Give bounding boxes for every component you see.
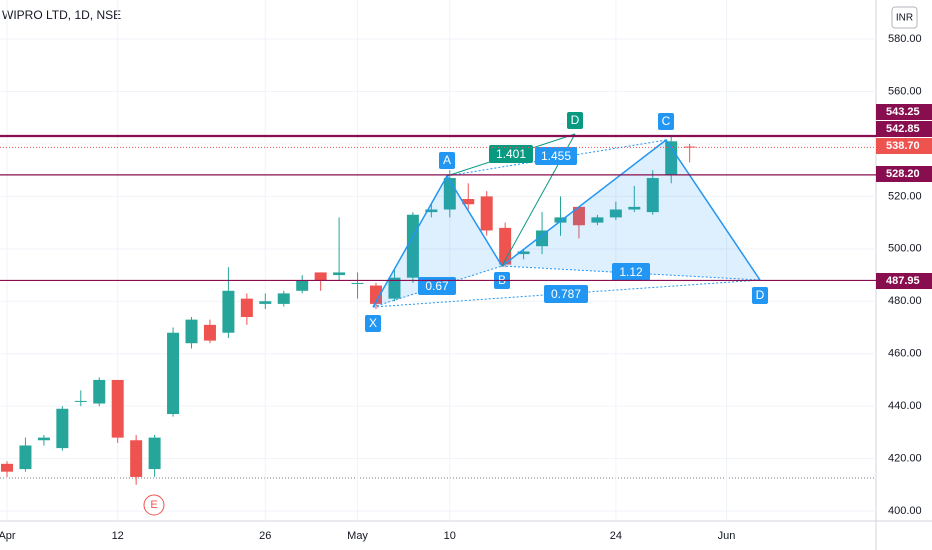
candle-body [333,272,346,276]
candle-body [56,408,69,449]
ratio-box [544,285,588,303]
candle-body [683,146,696,148]
currency: INR [896,13,913,24]
ratio-box [418,277,456,295]
candle-body [148,437,161,470]
candle-body [240,298,253,318]
ratio-label: 0.787 [551,287,581,301]
candle-body [111,379,124,438]
candle-body [665,141,678,176]
grid [0,0,876,521]
price-label: 542.85 [886,123,920,135]
y-tick-label: 400.00 [888,505,922,517]
candle-body [572,206,585,226]
candle-body [388,277,401,299]
y-tick-label: 440.00 [888,400,922,412]
candle-body [609,209,622,218]
event-label: E [150,499,157,511]
x-tick-label: 10 [444,530,456,542]
x-tick-label: 12 [112,530,124,542]
candle-body [370,285,382,304]
candle-body [37,437,50,441]
candle-body [93,379,106,404]
candle-body [203,324,216,341]
currency-box [891,6,918,29]
candle-body [74,400,87,402]
x-tick-label: 26 [259,530,271,542]
candle-body [314,272,327,281]
price-label-box [876,166,932,182]
candle-body [259,301,272,304]
price-label-box [876,138,932,154]
candle-body [517,251,530,255]
ratio-label: 1.12 [619,265,643,279]
point-box [567,112,583,129]
projection-label: D [571,113,580,127]
candle-body [130,440,143,477]
x-tick-label: May [347,530,368,542]
ratio-box [612,263,650,281]
candle-body [462,199,475,205]
pattern-fill [502,140,760,280]
point-label: A [443,153,451,167]
point-box [658,113,674,130]
y-tick-label: 480.00 [888,295,922,307]
y-tick-label: 520.00 [888,190,922,202]
candle-body [167,332,180,415]
pattern-fill [373,176,502,307]
point-label: D [756,288,765,302]
point-box [365,315,381,332]
price-label-box [876,273,932,289]
ratio-box [489,145,533,163]
candle-body [351,282,364,284]
price-label-box [876,121,932,137]
x-tick-label: Jun [718,530,736,542]
candle-body [296,280,309,291]
point-label: C [662,114,671,128]
candle-body [499,227,512,265]
y-tick-label: 560.00 [888,85,922,97]
x-tick-label: 24 [610,530,622,542]
pattern-dotted [372,265,503,308]
candle-body [536,230,549,247]
ratio-label: 1.401 [496,147,526,161]
candle-body [425,209,438,213]
point-box [439,152,455,169]
price-label-box [876,104,932,120]
y-tick-label: 500.00 [888,243,922,255]
candle-body [185,319,198,344]
candle-body [277,293,290,304]
price-label: 538.70 [886,140,920,152]
ratio-label: 1.455 [541,149,571,163]
candle-body [646,178,659,213]
candle-body [1,463,13,472]
candle-body [480,196,493,231]
y-tick-label: 420.00 [888,453,922,465]
y-tick-label: 580.00 [888,33,922,45]
candle-body [628,206,641,210]
event-marker[interactable] [143,494,165,516]
x-tick-label: Apr [0,530,16,542]
price-label: 528.20 [886,168,920,180]
chart-title: WIPRO LTD, 1D, NSE [2,8,121,22]
point-label: X [369,316,377,330]
point-box [752,287,768,304]
harmonic-pattern: X A B C D D 0.67 1.12 0.787 1.401 1.455 [365,112,768,332]
y-tick-label: 460.00 [888,348,922,360]
ratio-label: 0.67 [425,279,449,293]
candle-body [591,217,604,223]
pattern-dotted [446,139,667,177]
candle-body [222,290,235,333]
candle-body [19,445,32,470]
price-label: 487.95 [886,275,920,287]
ratio-box [535,147,577,165]
candle-body [554,217,567,223]
price-label: 543.25 [886,106,920,118]
